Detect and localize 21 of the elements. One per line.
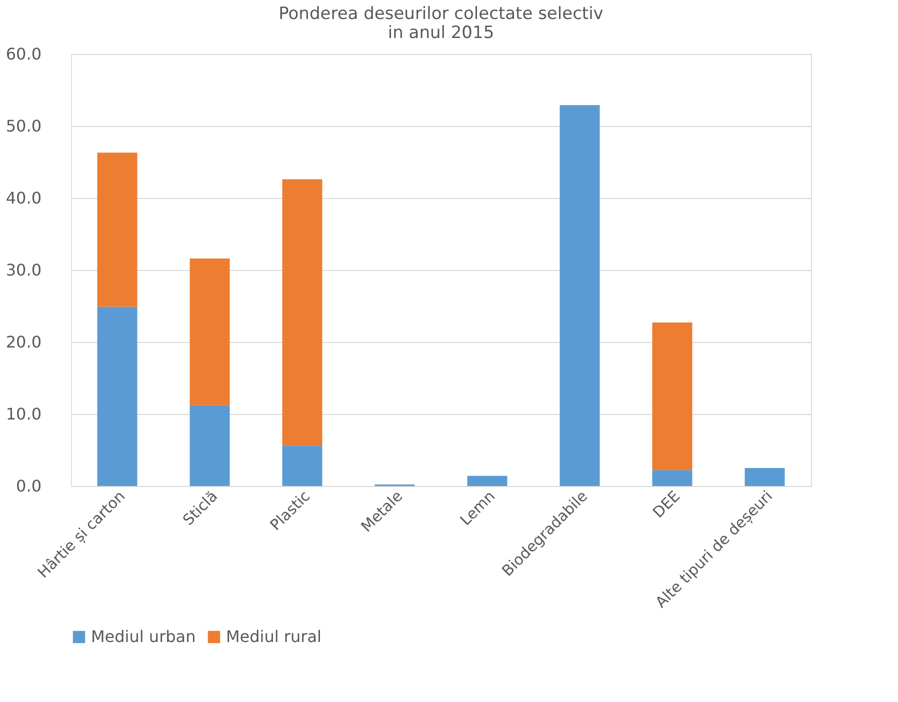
y-tick-label: 50.0 [6, 116, 42, 136]
y-tick-label: 30.0 [6, 260, 42, 280]
bar [97, 152, 138, 307]
bar [282, 446, 322, 486]
bar [467, 476, 508, 486]
chart-title: Ponderea deseurilor colectate selectiv in anul 2015 [278, 4, 604, 43]
bar [652, 322, 692, 470]
bar [744, 468, 785, 486]
bar [560, 105, 600, 486]
y-tick-label: 10.0 [6, 404, 42, 424]
bar [282, 179, 322, 446]
bar [97, 306, 138, 486]
y-tick-label: 40.0 [6, 188, 42, 208]
y-tick-label: 0.0 [16, 476, 42, 496]
legend-label: Mediul rural [226, 627, 322, 646]
bar [190, 405, 230, 486]
y-tick-label: 60.0 [6, 44, 42, 64]
legend-label: Mediul urban [91, 627, 196, 646]
y-tick-label: 20.0 [6, 332, 42, 352]
bar [652, 470, 692, 486]
bar [190, 258, 230, 406]
